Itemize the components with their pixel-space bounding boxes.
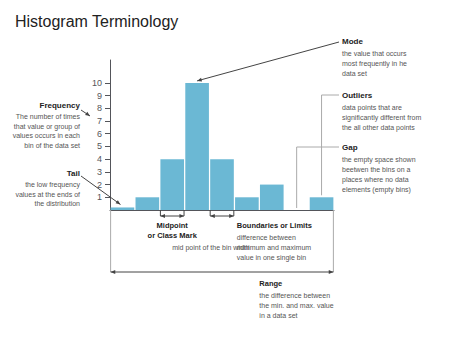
svg-text:Outliers: Outliers xyxy=(342,91,373,100)
svg-text:5: 5 xyxy=(97,141,102,151)
svg-text:mid point of the bin width: mid point of the bin width xyxy=(172,244,250,251)
svg-text:data points that are: data points that are xyxy=(342,104,402,112)
svg-text:Mode: Mode xyxy=(342,37,363,46)
svg-text:8: 8 xyxy=(97,103,102,113)
svg-text:2: 2 xyxy=(97,179,102,190)
svg-text:Boundaries or Limits: Boundaries or Limits xyxy=(237,221,312,230)
svg-text:elements (empty bins): elements (empty bins) xyxy=(342,186,411,194)
svg-text:Frequency: Frequency xyxy=(40,101,81,110)
svg-text:difference between: difference between xyxy=(237,234,296,241)
svg-text:minimum and maximum: minimum and maximum xyxy=(237,244,311,251)
svg-text:bin of the data set: bin of the data set xyxy=(24,142,80,149)
svg-text:values at the ends of: values at the ends of xyxy=(15,191,80,198)
svg-text:significantly different from: significantly different from xyxy=(342,114,421,122)
svg-text:4: 4 xyxy=(97,154,102,164)
svg-text:or Class Mark: or Class Mark xyxy=(148,231,198,240)
svg-text:data set: data set xyxy=(342,70,367,77)
svg-text:1: 1 xyxy=(97,192,102,202)
svg-text:value in one single bin: value in one single bin xyxy=(237,254,306,262)
svg-text:The number of times: The number of times xyxy=(16,113,81,120)
svg-text:in a data set: in a data set xyxy=(259,312,297,319)
svg-text:3: 3 xyxy=(97,167,102,177)
svg-text:the empty space shown: the empty space shown xyxy=(342,156,416,164)
svg-text:Gap: Gap xyxy=(342,143,358,152)
svg-text:places where no data: places where no data xyxy=(342,176,409,184)
svg-text:values occurs in each: values occurs in each xyxy=(13,132,80,139)
svg-text:Histogram Terminology: Histogram Terminology xyxy=(15,13,178,30)
svg-text:most frequently in he: most frequently in he xyxy=(342,60,407,68)
svg-text:the min. and max. value: the min. and max. value xyxy=(259,302,333,309)
svg-text:beetwen the bins on a: beetwen the bins on a xyxy=(342,166,411,173)
svg-text:the difference between: the difference between xyxy=(259,292,330,299)
svg-text:Midpoint: Midpoint xyxy=(157,221,189,230)
svg-text:the all other data points: the all other data points xyxy=(342,124,415,132)
svg-text:9: 9 xyxy=(97,91,102,101)
svg-text:10: 10 xyxy=(92,78,102,88)
svg-text:the low frequency: the low frequency xyxy=(25,181,80,189)
svg-text:7: 7 xyxy=(97,116,102,126)
svg-text:that value or group of: that value or group of xyxy=(14,123,80,131)
svg-text:6: 6 xyxy=(97,129,102,139)
svg-text:the value that occurs: the value that occurs xyxy=(342,50,407,57)
svg-text:Tail: Tail xyxy=(67,169,80,178)
svg-text:the distribution: the distribution xyxy=(34,200,80,207)
svg-text:Range: Range xyxy=(259,279,282,288)
